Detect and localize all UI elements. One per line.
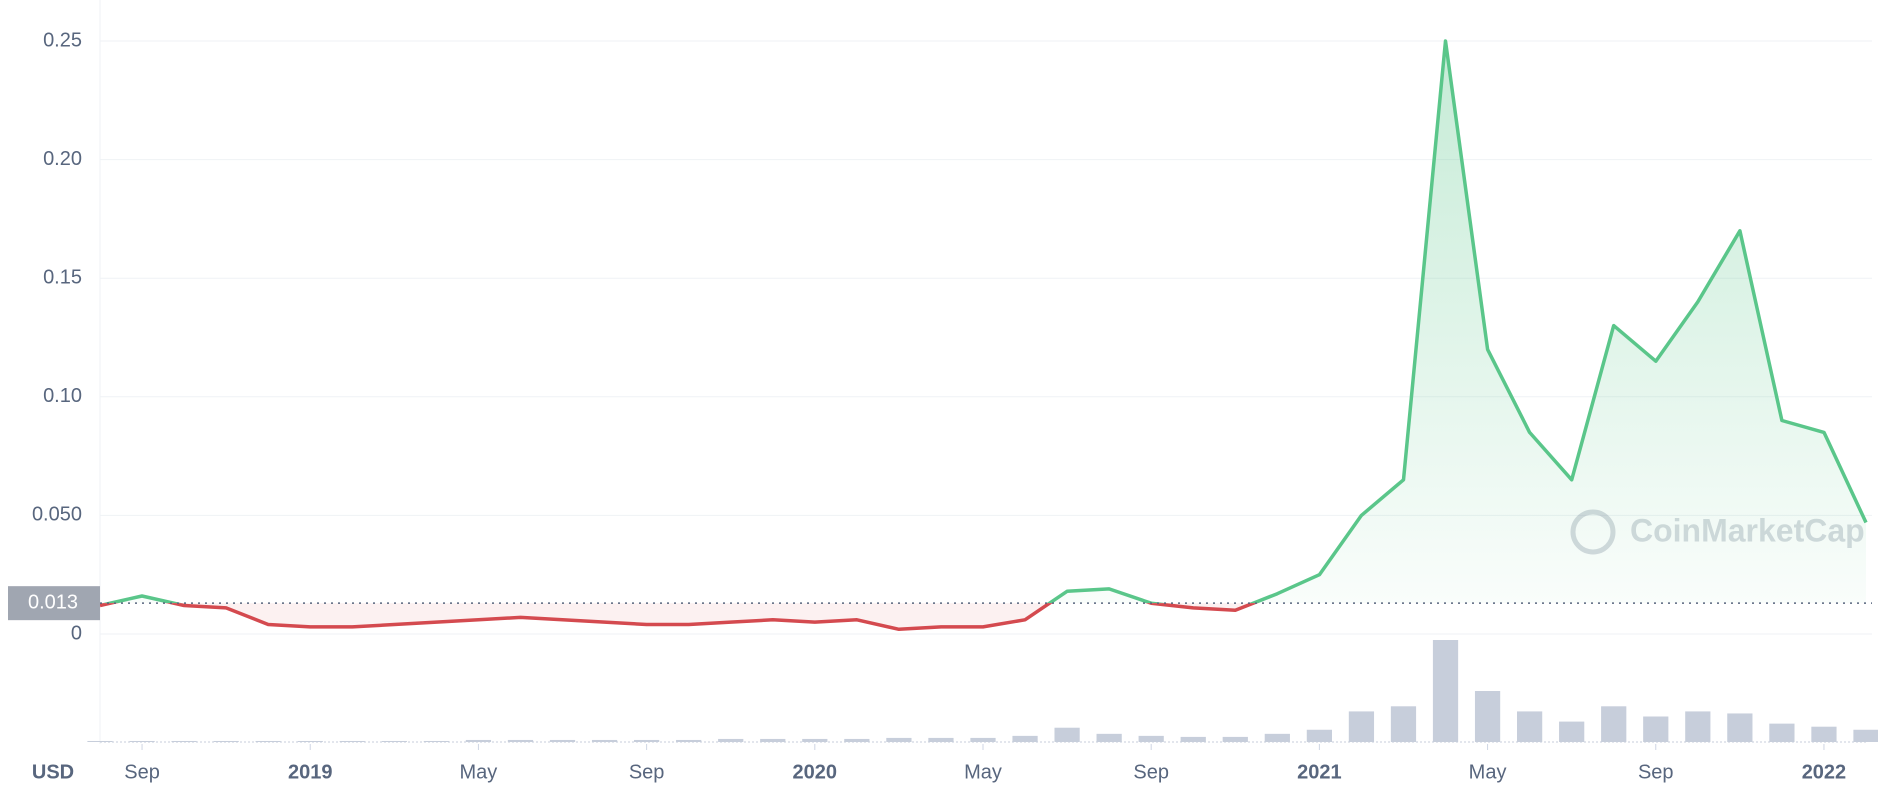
- x-tick-label: 2022: [1802, 761, 1847, 783]
- x-tick-label: Sep: [124, 761, 160, 783]
- volume-bar: [171, 740, 197, 742]
- volume-bar: [465, 739, 492, 742]
- price-line-down: [99, 603, 1259, 632]
- volume-bar: [507, 739, 534, 742]
- volume-bar: [676, 739, 702, 742]
- volume-bar: [1012, 735, 1038, 742]
- volume-bar: [213, 740, 239, 742]
- volume-bar: [1474, 691, 1501, 742]
- volume-bar: [844, 738, 870, 742]
- volume-bar: [1769, 723, 1795, 742]
- x-tick-label: Sep: [629, 761, 665, 783]
- x-tick-label: Sep: [1638, 761, 1674, 783]
- volume-bar: [423, 740, 449, 742]
- volume-bar: [1348, 711, 1375, 742]
- x-tick-label: Sep: [1133, 761, 1169, 783]
- volume-bar: [1811, 726, 1837, 742]
- y-tick-label: 0.25: [43, 29, 82, 51]
- volume-bar: [1685, 711, 1711, 742]
- volume-bar: [634, 739, 660, 742]
- volume-bar: [1096, 733, 1122, 742]
- volume-bar: [760, 738, 786, 742]
- x-tick-label: 2021: [1297, 761, 1342, 783]
- volume-bar: [1054, 727, 1080, 742]
- currency-label: USD: [32, 761, 74, 783]
- volume-bar: [1432, 640, 1459, 742]
- x-tick-label: 2019: [288, 761, 333, 783]
- volume-bar: [87, 740, 113, 742]
- price-line-up: [102, 39, 1868, 604]
- volume-bar: [339, 740, 365, 742]
- x-tick-label: 2020: [793, 761, 838, 783]
- volume-bar: [1306, 729, 1332, 742]
- volume-bar: [1138, 735, 1164, 742]
- volume-bar: [928, 737, 954, 742]
- volume-bar: [129, 740, 155, 742]
- volume-bar: [1853, 729, 1878, 742]
- volume-bar: [1727, 713, 1753, 742]
- y-tick-label: 0: [71, 622, 82, 644]
- area-up: [100, 41, 1866, 604]
- y-tick-label: 0.20: [43, 148, 82, 170]
- volume-bar: [1517, 711, 1543, 742]
- volume-bar: [1180, 736, 1206, 742]
- volume-bar: [886, 737, 912, 742]
- volume-bar: [802, 738, 828, 742]
- x-tick-label: May: [1469, 761, 1507, 783]
- y-tick-label: 0.15: [43, 266, 82, 288]
- volume-bar: [255, 740, 281, 742]
- y-tick-label: 0.050: [32, 504, 82, 526]
- volume-bar: [1601, 706, 1627, 742]
- volume-bar: [970, 737, 996, 742]
- baseline-label: 0.013: [28, 591, 78, 613]
- volume-bar: [381, 740, 407, 742]
- volume-bar: [591, 739, 618, 742]
- baseline-box: [8, 586, 100, 621]
- area-down: [100, 603, 1254, 630]
- volume-bar: [1390, 706, 1417, 742]
- volume-bar: [297, 740, 323, 742]
- y-tick-label: 0.10: [43, 385, 82, 407]
- volume-bar: [549, 739, 576, 742]
- volume-bar: [718, 738, 744, 742]
- x-tick-label: May: [964, 761, 1002, 783]
- volume-bar: [1559, 721, 1585, 742]
- volume-bar: [1643, 716, 1669, 742]
- volume-bar: [1264, 733, 1290, 742]
- x-tick-label: May: [460, 761, 498, 783]
- volume-bar: [1222, 736, 1248, 742]
